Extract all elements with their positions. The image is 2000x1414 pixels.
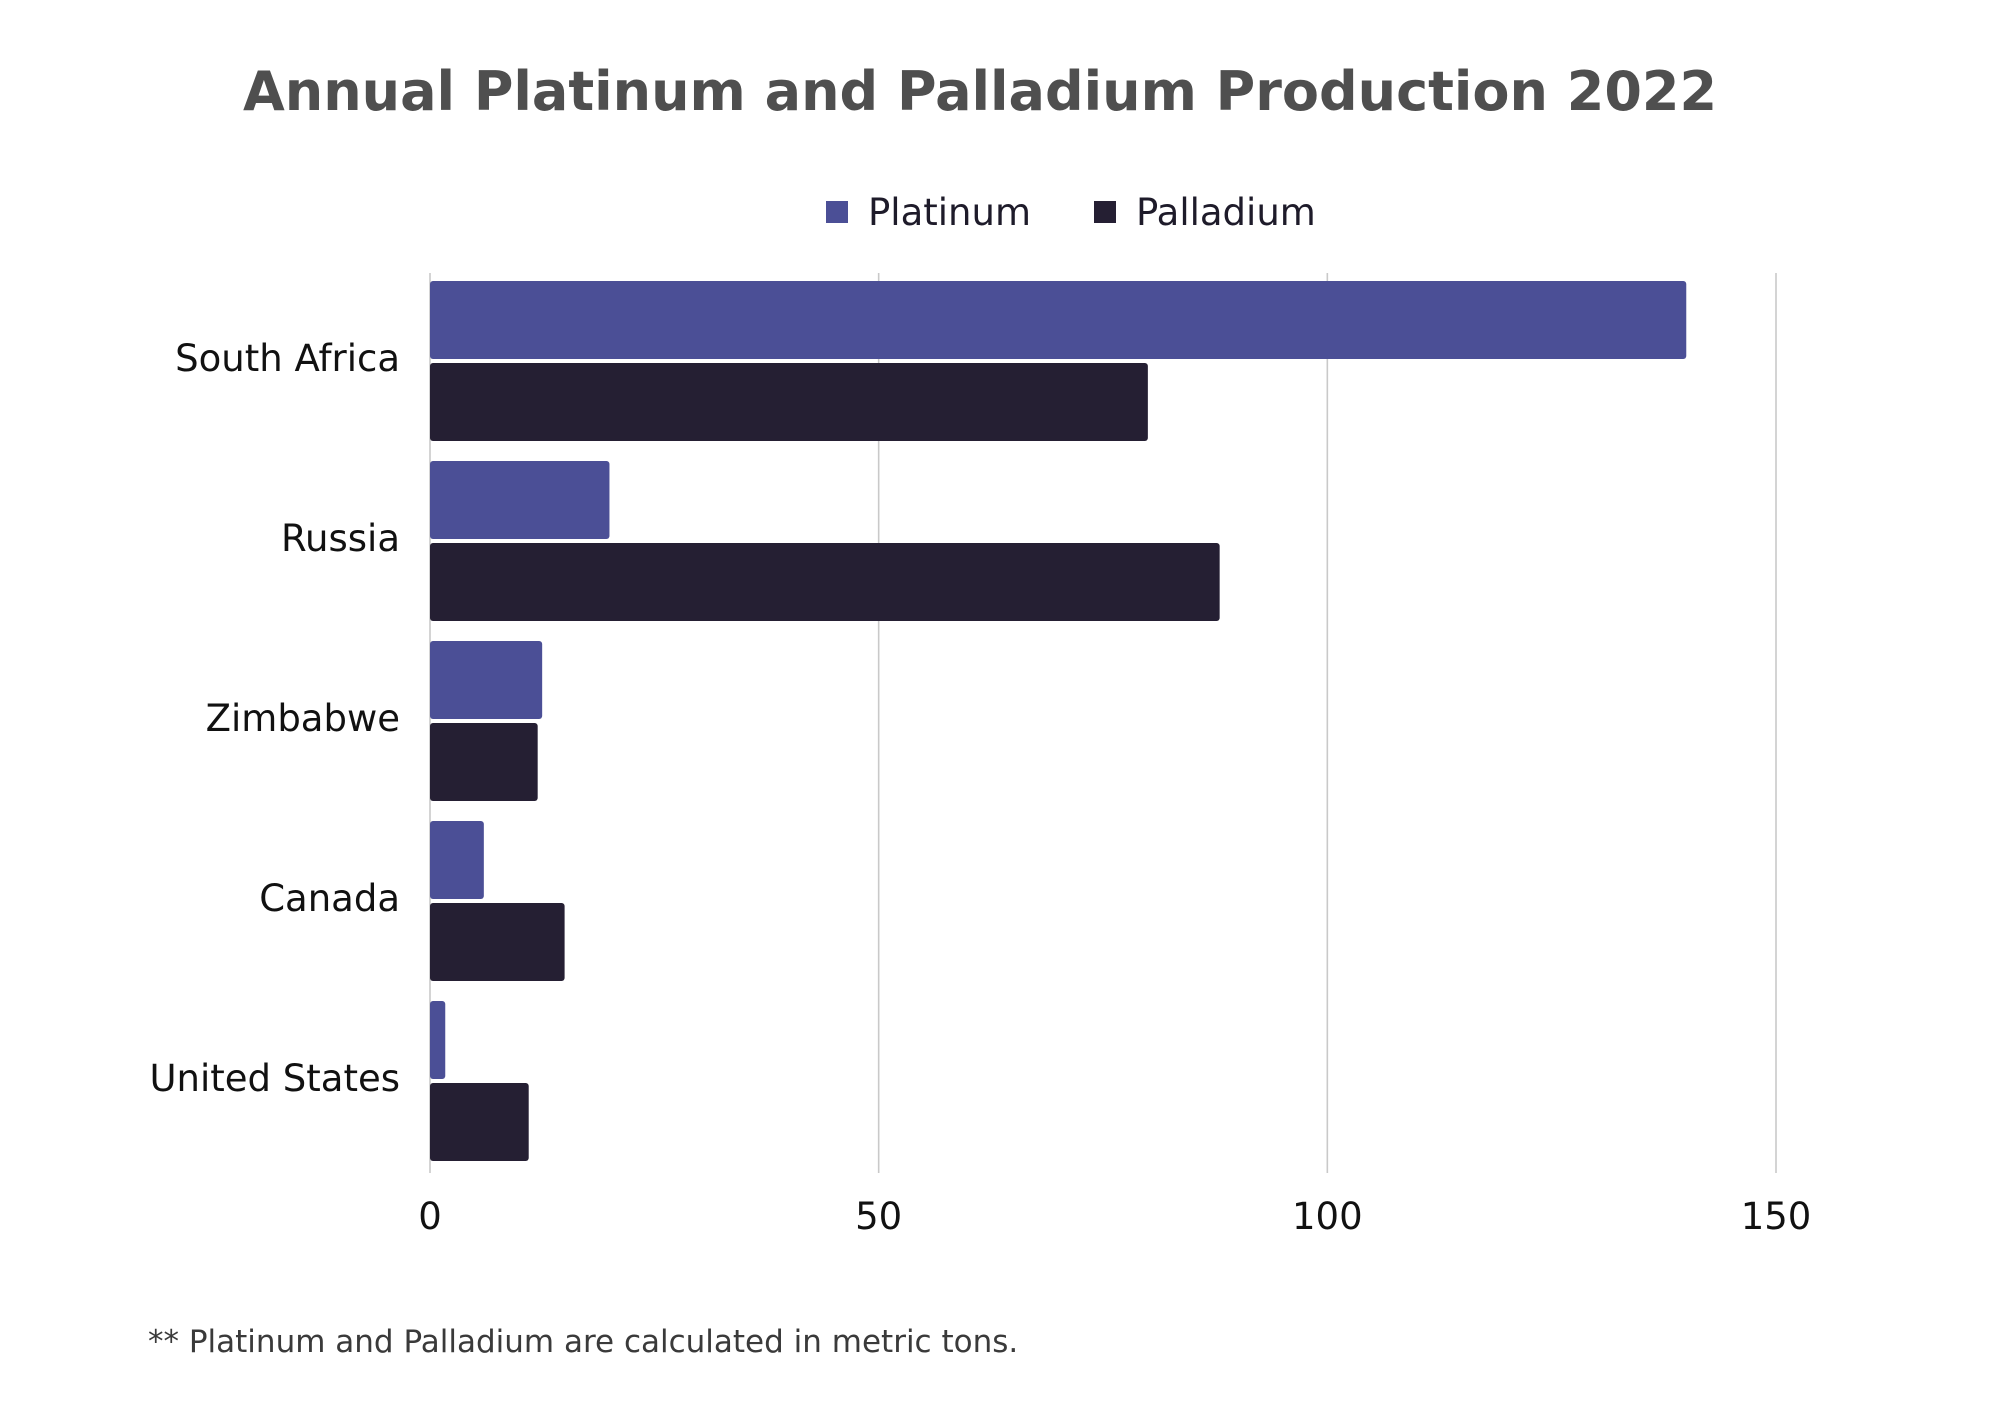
bars (430, 281, 1687, 1161)
x-tick-label-100: 100 (1292, 1195, 1363, 1238)
category-label-south-africa: South Africa (175, 337, 400, 380)
bar-palladium-canada (430, 903, 565, 981)
legend-swatch-palladium (1094, 201, 1116, 223)
x-tick-label-0: 0 (418, 1195, 442, 1238)
category-labels: South Africa Russia Zimbabwe Canada United S… (149, 337, 400, 1100)
bar-platinum-russia (430, 461, 610, 539)
category-label-russia: Russia (281, 517, 400, 560)
category-label-zimbabwe: Zimbabwe (206, 697, 400, 740)
category-label-united-states: United States (149, 1057, 400, 1100)
category-label-canada: Canada (259, 877, 400, 920)
bar-palladium-south-africa (430, 363, 1148, 441)
chart-title: Annual Platinum and Palladium Production… (243, 60, 1717, 123)
legend-label-palladium: Palladium (1136, 191, 1316, 234)
bar-palladium-russia (430, 543, 1220, 621)
x-tick-label-50: 50 (855, 1195, 902, 1238)
legend-swatch-platinum (826, 201, 848, 223)
bar-platinum-zimbabwe (430, 641, 543, 719)
bar-platinum-canada (430, 821, 484, 899)
footnote: ** Platinum and Palladium are calculated… (148, 1324, 1018, 1360)
bar-platinum-south-africa (430, 281, 1687, 359)
bar-palladium-united-states (430, 1083, 529, 1161)
x-tick-label-150: 150 (1741, 1195, 1812, 1238)
bar-platinum-united-states (430, 1001, 446, 1079)
legend: Platinum Palladium (826, 191, 1316, 234)
x-axis-ticks: 0 50 100 150 (418, 1195, 1811, 1238)
legend-label-platinum: Platinum (868, 191, 1031, 234)
bar-palladium-zimbabwe (430, 723, 538, 801)
